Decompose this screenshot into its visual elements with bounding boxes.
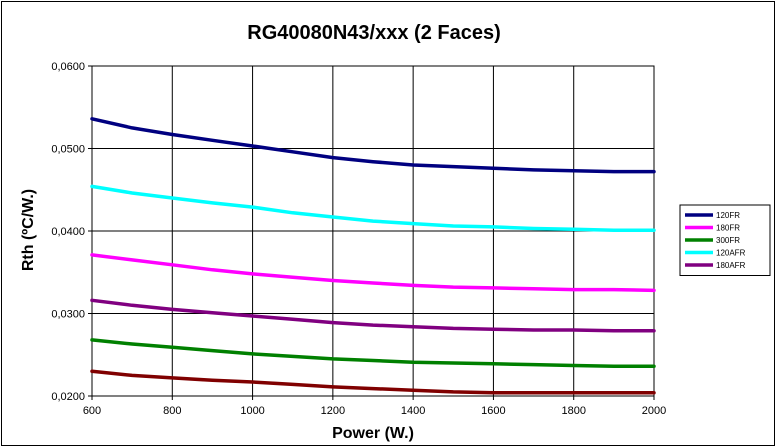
y-tick-label: 0,0200 [51, 391, 85, 403]
legend-label: 120FR [716, 211, 740, 220]
x-tick-label: 1200 [321, 405, 345, 417]
x-tick-label: 1600 [481, 405, 505, 417]
series-line-180afr [90, 298, 656, 333]
legend-label: 120AFR [716, 249, 746, 258]
legend-label: 180AFR [716, 261, 746, 270]
series-line-180fr [90, 253, 656, 293]
chart-title: RG40080N43/xxx (2 Faces) [247, 22, 501, 44]
x-tick-label: 1000 [240, 405, 264, 417]
x-axis-label: Power (W.) [332, 425, 414, 442]
series-line-unlabeled [90, 369, 656, 395]
series-line-120fr [90, 117, 656, 174]
y-tick-label: 0,0400 [51, 226, 85, 238]
x-tick-label: 1800 [561, 405, 585, 417]
x-tick-label: 600 [83, 405, 101, 417]
y-tick-label: 0,0500 [51, 144, 85, 156]
x-tick-label: 800 [163, 405, 181, 417]
y-tick-label: 0,0600 [51, 61, 85, 73]
x-tick-label: 1400 [401, 405, 425, 417]
y-tick-label: 0,0300 [51, 309, 85, 321]
series-line-120afr [90, 184, 656, 232]
x-tick-label: 2000 [642, 405, 666, 417]
legend-label: 180FR [716, 224, 740, 233]
legend-label: 300FR [716, 236, 740, 245]
legend: 120FR 180FR 300FR 120AFR 180AFR [679, 204, 771, 276]
series-line-300fr [90, 338, 656, 369]
plot-area: 600 800 1000 1200 1400 1600 1800 2000 0,0200 0,03… [51, 61, 666, 417]
y-axis-label: Rth (ºC/W.) [20, 189, 37, 271]
